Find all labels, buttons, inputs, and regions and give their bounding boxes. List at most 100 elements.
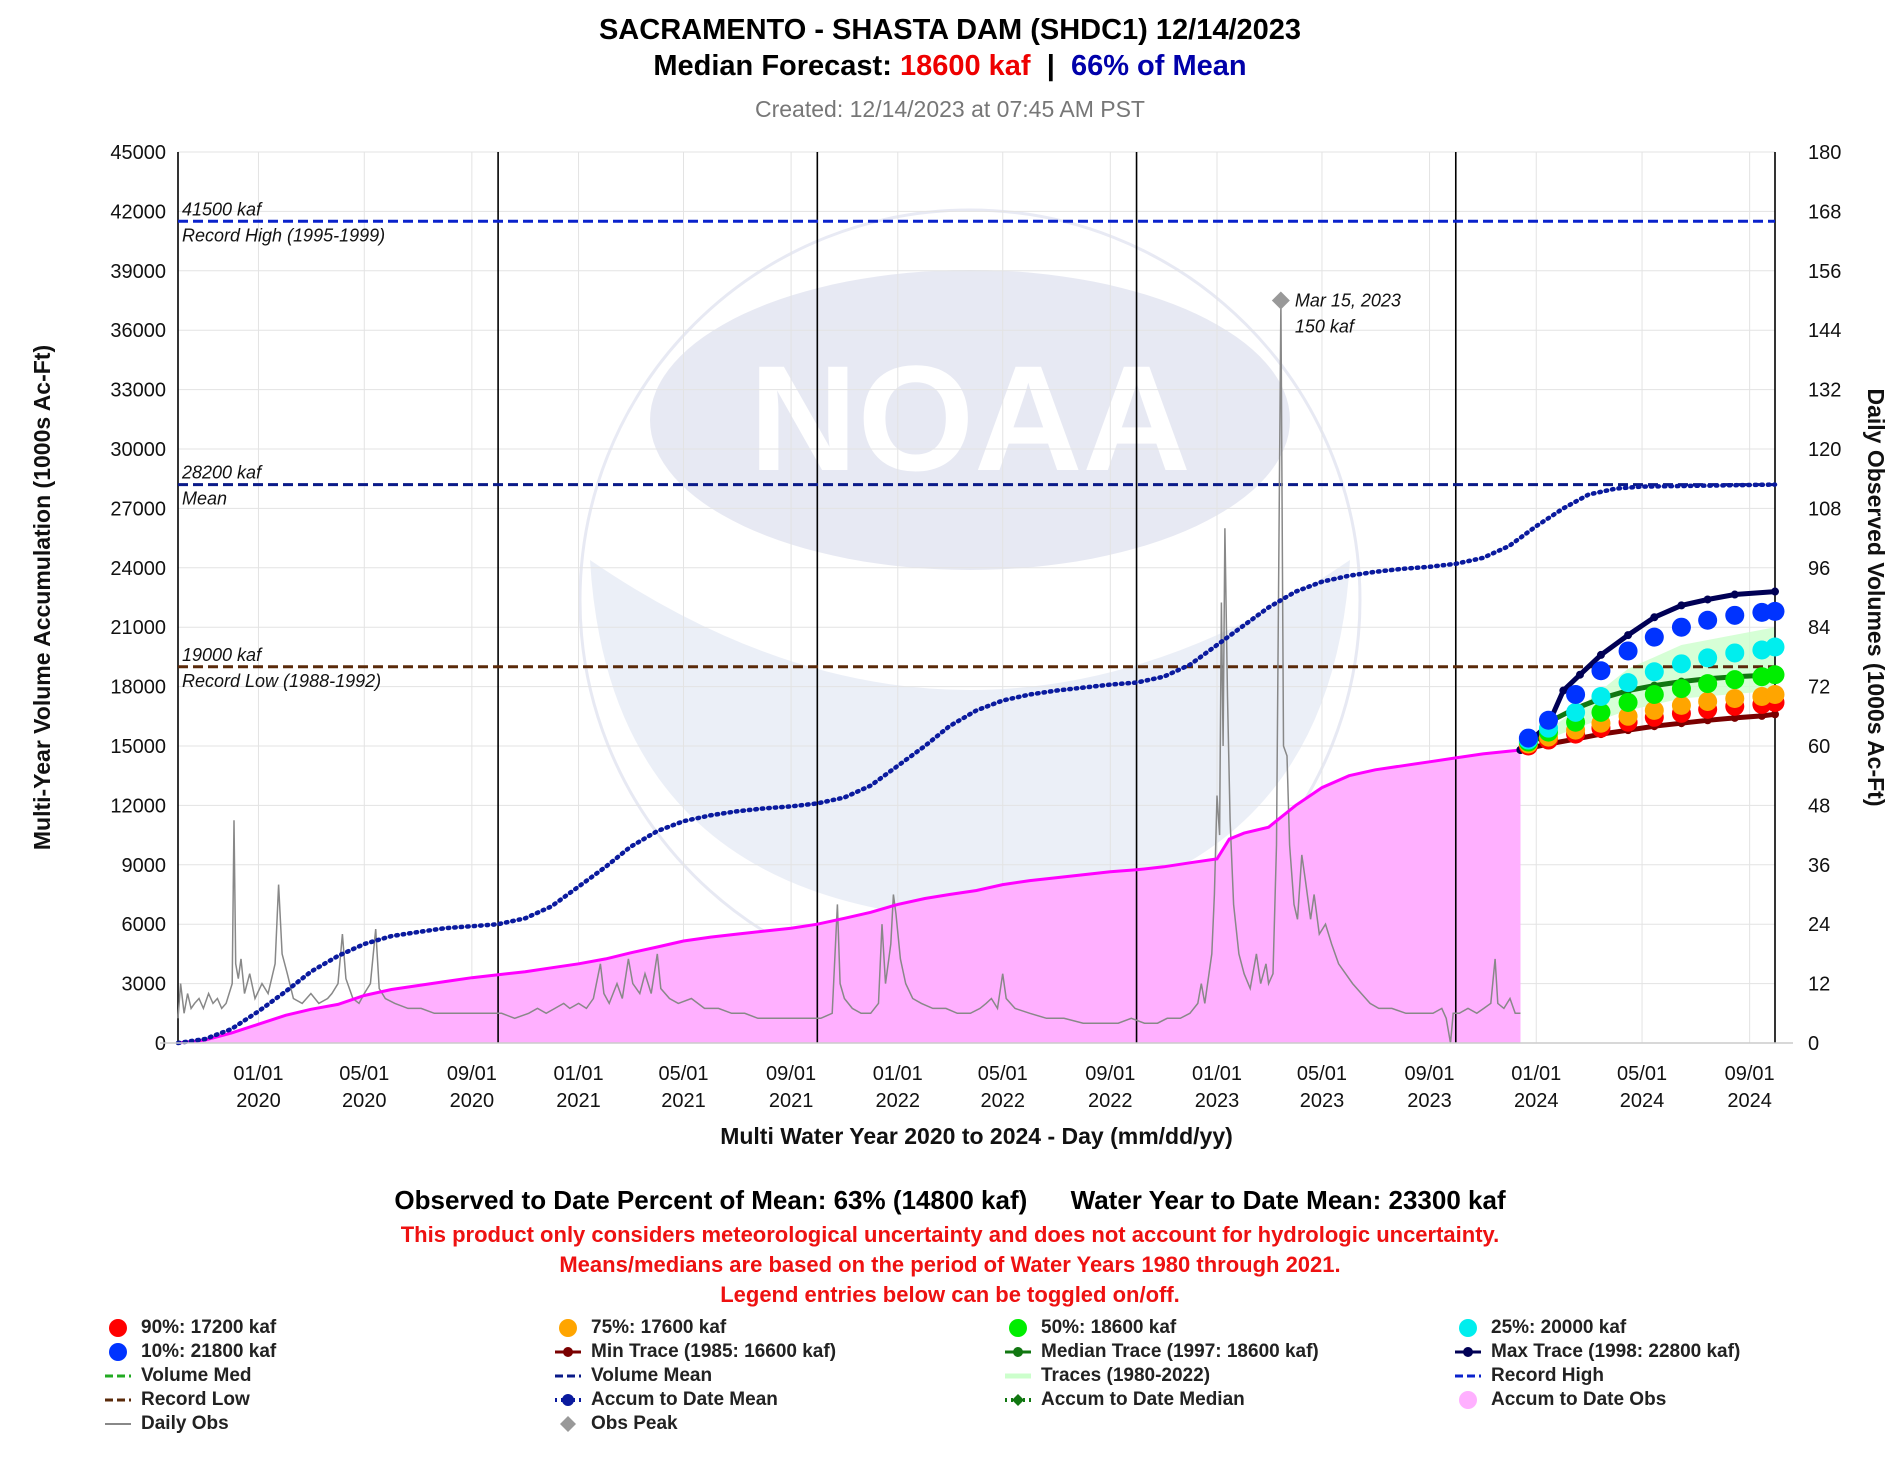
legend-label: Max Trace (1998: 22800 kaf) (1491, 1341, 1741, 1362)
y-tick-label: 15000 (110, 736, 166, 758)
legend-swatch (109, 1319, 127, 1337)
x-tick-year-label: 2020 (450, 1090, 495, 1112)
p10-point (1671, 617, 1691, 637)
legend-label: Median Trace (1997: 18600 kaf) (1041, 1341, 1319, 1362)
legend-label: 50%: 18600 kaf (1041, 1317, 1177, 1338)
legend-item-min-trace[interactable]: Min Trace (1985: 16600 kaf) (555, 1340, 836, 1364)
legend-item-accum-obs[interactable]: Accum to Date Obs (1455, 1388, 1666, 1412)
min-trace-point (1757, 711, 1766, 720)
x-tick-label: 01/01 (1511, 1063, 1561, 1085)
p50-point (1591, 702, 1611, 722)
legend-swatch-dot (1459, 1391, 1477, 1409)
legend-item-p25[interactable]: 25%: 20000 kaf (1455, 1316, 1626, 1340)
max-trace-point (1559, 686, 1568, 695)
period-note: Means/medians are based on the period of… (559, 1252, 1341, 1277)
max-trace-point (1730, 590, 1739, 599)
legend-swatch (1455, 1374, 1481, 1378)
legend-label: 25%: 20000 kaf (1491, 1317, 1627, 1338)
legend-item-p90[interactable]: 90%: 17200 kaf (105, 1316, 276, 1340)
legend-item-record-low[interactable]: Record Low (105, 1388, 250, 1412)
legend-swatch-dot (109, 1343, 127, 1361)
watermark-logo-text: NOAA (749, 334, 1191, 502)
legend-label: Accum to Date Obs (1491, 1389, 1667, 1410)
legend-label: Record High (1491, 1365, 1604, 1386)
y-tick-label: 6000 (122, 914, 167, 936)
x-tick-year-label: 2024 (1620, 1090, 1665, 1112)
legend-label: Min Trace (1985: 16600 kaf) (591, 1341, 837, 1362)
legend-item-daily-obs[interactable]: Daily Obs (105, 1412, 229, 1436)
y-tick-label: 21000 (110, 617, 166, 639)
series-layer: Mar 15, 2023 150 kaf (175, 291, 1785, 1046)
max-trace-point (1575, 670, 1584, 679)
y-tick-label: 36000 (110, 320, 166, 342)
p10-point (1618, 641, 1638, 661)
legend-item-traces[interactable]: Traces (1980-2022) (1005, 1364, 1210, 1388)
p10-point (1698, 610, 1718, 630)
watermark-gull (650, 270, 1290, 570)
legend-label: Volume Mean (591, 1365, 713, 1386)
x-tick-label: 01/01 (233, 1063, 283, 1085)
legend-label: Record Low (141, 1389, 250, 1410)
legend-item-p50[interactable]: 50%: 18600 kaf (1005, 1316, 1176, 1340)
x-tick-label: 01/01 (873, 1063, 923, 1085)
legend-swatch (1459, 1391, 1477, 1409)
p75-point (1725, 688, 1745, 708)
p10-point (1644, 627, 1664, 647)
legend-swatch (1009, 1319, 1027, 1337)
p50-point (1698, 674, 1718, 694)
chart-subtitle: Median Forecast: 18600 kaf | 66% of Mean (0, 50, 1900, 83)
legend-item-p10[interactable]: 10%: 21800 kaf (105, 1340, 276, 1364)
chart-legend: 90%: 17200 kaf 75%: 17600 kaf 50%: 18600 k… (0, 1316, 1900, 1446)
x-tick-label: 01/01 (1192, 1063, 1242, 1085)
p50-point (1618, 692, 1638, 712)
percent-of-mean-value: 66% of Mean (1070, 50, 1247, 82)
legend-label: Accum to Date Mean (591, 1389, 778, 1410)
y2-tick-label: 120 (1808, 439, 1841, 461)
max-trace-point (1677, 601, 1686, 610)
legend-swatch (1005, 1373, 1031, 1379)
legend-item-obs-peak[interactable]: Obs Peak (555, 1412, 678, 1436)
x-tick-year-label: 2023 (1407, 1090, 1452, 1112)
y2-tick-label: 132 (1808, 380, 1841, 402)
legend-item-max-trace[interactable]: Max Trace (1998: 22800 kaf) (1455, 1340, 1740, 1364)
legend-item-accum-median[interactable]: Accum to Date Median (1005, 1388, 1245, 1412)
y2-tick-label: 168 (1808, 201, 1841, 223)
x-tick-year-label: 2021 (661, 1090, 706, 1112)
legend-item-p75[interactable]: 75%: 17600 kaf (555, 1316, 726, 1340)
mean-desc-label: Mean (182, 489, 227, 509)
legend-label: Traces (1980-2022) (1041, 1365, 1211, 1386)
p25-point (1644, 662, 1664, 682)
legend-swatch-dot (559, 1319, 577, 1337)
max-trace-point (1771, 587, 1779, 596)
legend-item-accum-mean[interactable]: Accum to Date Mean (555, 1388, 778, 1412)
x-tick-year-label: 2020 (236, 1090, 281, 1112)
record-high-desc-label: Record High (1995-1999) (182, 225, 385, 245)
p10-point (1566, 685, 1586, 705)
p75-point (1765, 685, 1785, 705)
record-high-value-label: 41500 kaf (182, 199, 263, 219)
x-tick-label: 05/01 (339, 1063, 389, 1085)
legend-label: Obs Peak (591, 1413, 678, 1434)
p75-point (1644, 700, 1664, 720)
legend-label: Volume Med (141, 1365, 252, 1386)
legend-item-record-high[interactable]: Record High (1455, 1364, 1604, 1388)
y2-tick-label: 12 (1808, 974, 1830, 996)
y2-tick-label: 180 (1808, 142, 1841, 164)
x-tick-label: 09/01 (1085, 1063, 1135, 1085)
x-tick-year-label: 2021 (556, 1090, 601, 1112)
legend-swatch (1455, 1347, 1481, 1357)
p10-point (1725, 605, 1745, 625)
y-tick-label: 9000 (122, 855, 167, 877)
legend-item-median-trace[interactable]: Median Trace (1997: 18600 kaf) (1005, 1340, 1319, 1364)
p50-point (1765, 665, 1785, 685)
legend-item-volume-mean[interactable]: Volume Mean (555, 1364, 712, 1388)
y2-tick-label: 96 (1808, 558, 1830, 580)
legend-item-volume-med[interactable]: Volume Med (105, 1364, 252, 1388)
p25-point (1671, 654, 1691, 674)
p50-point (1725, 670, 1745, 690)
x-tick-year-label: 2023 (1300, 1090, 1345, 1112)
created-timestamp: Created: 12/14/2023 at 07:45 AM PST (755, 96, 1145, 122)
wy-to-date-mean-stat: Water Year to Date Mean: 23300 kaf (1070, 1185, 1506, 1215)
p10-point (1591, 661, 1611, 681)
obs-peak-date-label: Mar 15, 2023 (1295, 291, 1401, 311)
